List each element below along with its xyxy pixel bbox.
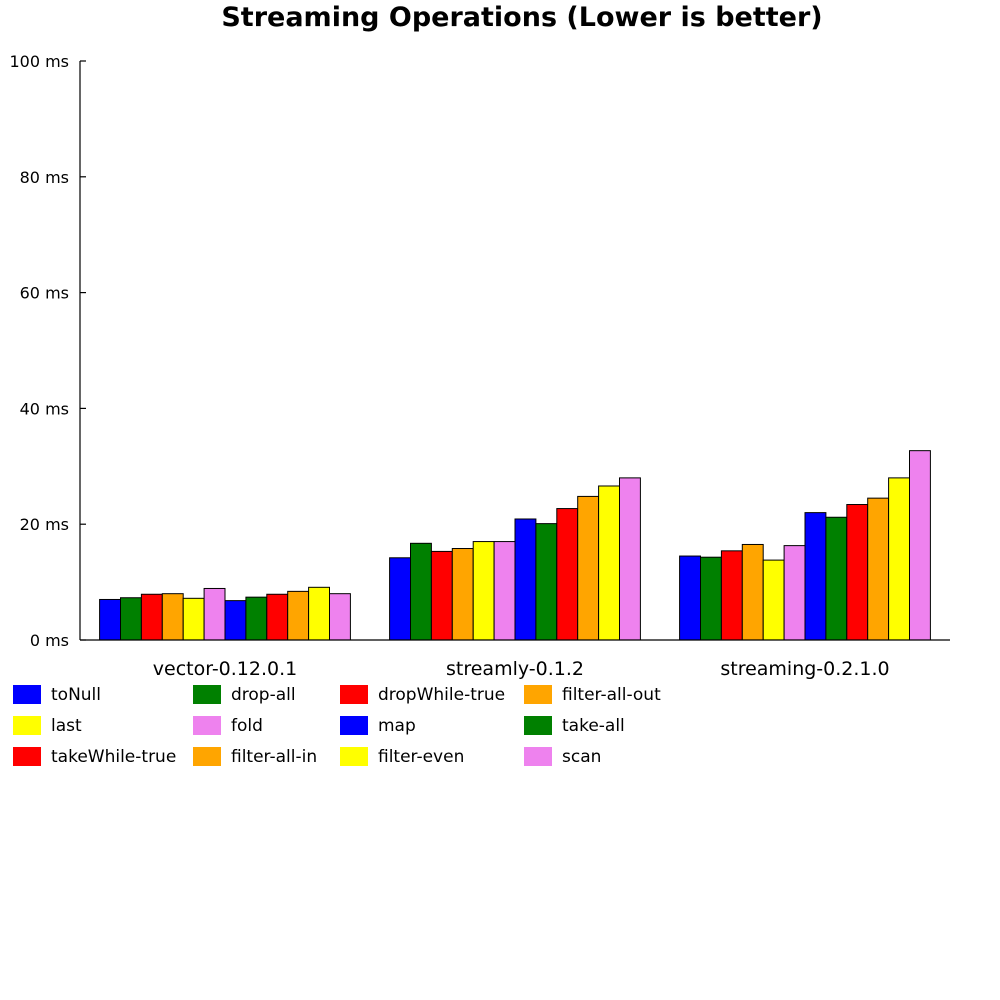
bar-takeWhile-true-streaming-0.2.1.0 <box>846 504 869 641</box>
legend-label-filter-all-out: filter-all-out <box>562 685 661 705</box>
legend-swatch-dropWhile-true <box>340 685 368 704</box>
bar-map-streamly-0.1.2 <box>514 518 537 641</box>
bar-fold-streaming-0.2.1.0 <box>783 545 806 641</box>
y-axis: 0 ms 20 ms 40 ms 60 ms 80 ms 100 ms <box>9 52 86 650</box>
bar-drop-all-vector-0.12.0.1 <box>120 597 142 641</box>
legend-label-map: map <box>378 716 416 736</box>
y-tick-label: 0 ms <box>30 631 69 650</box>
legend-swatch-last <box>13 716 41 735</box>
legend-swatch-scan <box>524 747 552 766</box>
bar-filter-even-streamly-0.1.2 <box>598 485 620 641</box>
legend-swatch-take-all <box>524 716 552 735</box>
bar-toNull-streaming-0.2.1.0 <box>679 555 701 641</box>
bar-take-all-streaming-0.2.1.0 <box>825 516 848 641</box>
bar-filter-even-streaming-0.2.1.0 <box>888 477 910 641</box>
bar-scan-streaming-0.2.1.0 <box>909 450 931 641</box>
x-category-label: streaming-0.2.1.0 <box>720 658 889 680</box>
legend-swatch-filter-all-in <box>193 747 221 766</box>
bar-last-streaming-0.2.1.0 <box>762 559 785 641</box>
bar-fold-streamly-0.1.2 <box>493 541 516 641</box>
bar-takeWhile-true-vector-0.12.0.1 <box>266 593 289 641</box>
bars-group <box>99 450 931 641</box>
chart-title: Streaming Operations (Lower is better) <box>221 2 822 33</box>
legend-label-fold: fold <box>231 716 263 736</box>
x-category-label: vector-0.12.0.1 <box>153 658 297 680</box>
bar-drop-all-streaming-0.2.1.0 <box>700 556 722 641</box>
legend-label-take-all: take-all <box>562 716 625 736</box>
bar-scan-vector-0.12.0.1 <box>329 593 351 641</box>
legend-swatch-toNull <box>13 685 41 704</box>
bar-last-streamly-0.1.2 <box>472 541 495 641</box>
bar-filter-all-in-streaming-0.2.1.0 <box>867 497 890 641</box>
bar-last-vector-0.12.0.1 <box>182 597 205 641</box>
legend-swatch-drop-all <box>193 685 221 704</box>
bar-fold-vector-0.12.0.1 <box>203 587 226 641</box>
bar-scan-streamly-0.1.2 <box>619 477 641 641</box>
legend-label-drop-all: drop-all <box>231 685 296 705</box>
bar-dropWhile-true-streamly-0.1.2 <box>430 550 453 641</box>
bar-filter-all-out-vector-0.12.0.1 <box>161 593 184 641</box>
bar-filter-all-out-streamly-0.1.2 <box>451 548 474 641</box>
y-tick-label: 20 ms <box>20 515 69 534</box>
y-tick-label: 40 ms <box>20 399 69 418</box>
bar-takeWhile-true-streamly-0.1.2 <box>556 508 579 641</box>
bar-toNull-vector-0.12.0.1 <box>99 598 121 641</box>
legend-label-scan: scan <box>562 747 601 767</box>
legend-label-last: last <box>51 716 82 736</box>
bar-toNull-streamly-0.1.2 <box>389 557 412 641</box>
legend-swatch-filter-even <box>340 747 368 766</box>
bar-take-all-vector-0.12.0.1 <box>245 596 268 641</box>
legend-label-filter-all-in: filter-all-in <box>231 747 317 767</box>
y-tick-label: 100 ms <box>9 52 69 71</box>
y-tick-label: 60 ms <box>20 284 69 303</box>
bar-filter-all-in-streamly-0.1.2 <box>577 495 600 641</box>
legend-swatch-map <box>340 716 368 735</box>
bar-take-all-streamly-0.1.2 <box>535 523 558 641</box>
legend-label-dropWhile-true: dropWhile-true <box>378 685 505 705</box>
bar-map-streaming-0.2.1.0 <box>804 512 827 641</box>
bar-drop-all-streamly-0.1.2 <box>410 542 432 641</box>
legend-label-toNull: toNull <box>51 685 101 705</box>
bar-map-vector-0.12.0.1 <box>224 600 247 641</box>
legend-label-takeWhile-true: takeWhile-true <box>51 747 176 767</box>
bar-filter-even-vector-0.12.0.1 <box>308 586 331 641</box>
legend-swatch-fold <box>193 716 221 735</box>
x-category-label: streamly-0.1.2 <box>446 658 584 680</box>
bar-dropWhile-true-vector-0.12.0.1 <box>140 593 163 641</box>
legend-swatch-takeWhile-true <box>13 747 41 766</box>
legend-label-filter-even: filter-even <box>378 747 464 767</box>
legend-swatch-filter-all-out <box>524 685 552 704</box>
y-tick-label: 80 ms <box>20 168 69 187</box>
bar-dropWhile-true-streaming-0.2.1.0 <box>720 550 743 641</box>
legend: toNull drop-all dropWhile-true filter-all-o… <box>13 685 661 767</box>
bar-filter-all-in-vector-0.12.0.1 <box>287 590 310 641</box>
x-axis: vector-0.12.0.1 streamly-0.1.2 streaming-0… <box>80 639 950 680</box>
bar-filter-all-out-streaming-0.2.1.0 <box>741 543 764 641</box>
